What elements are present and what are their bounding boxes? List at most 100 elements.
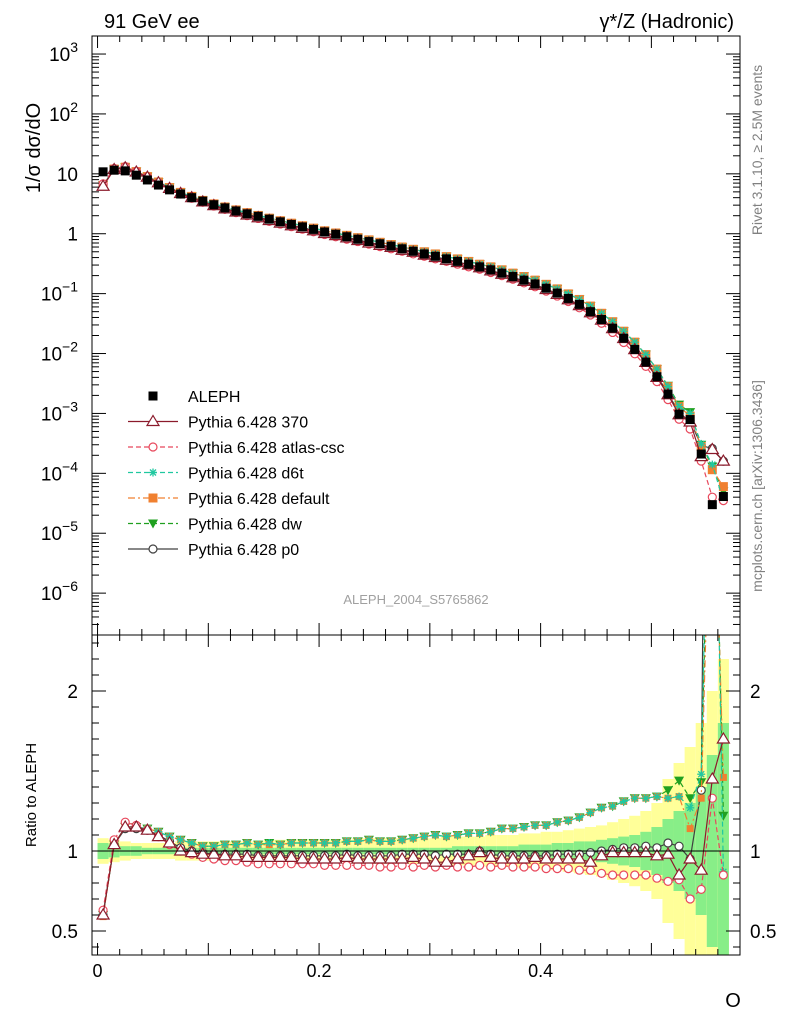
ratio-point-p370 (594, 848, 609, 861)
ratio-point-p370 (129, 819, 144, 832)
ratio-point-d6t (486, 827, 495, 836)
legend-label: ALEPH (188, 389, 240, 406)
ratio-point-p370 (705, 771, 720, 784)
point-ALEPH (142, 175, 152, 185)
point-ALEPH (674, 409, 684, 419)
ratio-point-d6t (575, 813, 584, 822)
point-d6t (708, 460, 717, 469)
ratio-point-atlas (663, 876, 673, 887)
ratio-point-p0 (674, 841, 684, 851)
point-ALEPH (342, 232, 352, 242)
ratio-point-p370 (384, 851, 399, 864)
ratio-point-d6t (364, 835, 373, 844)
legend-entry-default: Pythia 6.428 default (128, 491, 330, 508)
point-ALEPH (663, 389, 673, 399)
ratio-point-p370 (683, 851, 698, 864)
ratio-point-d6t (342, 837, 351, 846)
point-p370 (716, 453, 731, 466)
point-ALEPH (109, 165, 119, 175)
point-ALEPH (641, 357, 651, 367)
ratio-point-p370 (649, 848, 664, 861)
header-right-suffix: (Hadronic) (635, 11, 734, 33)
point-ALEPH (275, 217, 285, 227)
ratio-point-p370 (627, 845, 642, 858)
ratio-point-dw (707, 319, 717, 328)
ratio-point-p370 (295, 851, 310, 864)
point-ALEPH (574, 299, 584, 309)
ratio-point-atlas (530, 862, 540, 872)
ratio-point-d6t (353, 837, 362, 846)
ratio-point-d6t (619, 797, 628, 806)
point-ALEPH (685, 415, 695, 425)
ratio-point-dw (674, 776, 685, 786)
ratio-point-p370 (406, 850, 421, 863)
ratio-point-p370 (162, 835, 177, 848)
ratio-point-d6t (708, 255, 716, 263)
ratio-frame (91, 634, 741, 956)
y-tick-label: 10−3 (41, 398, 78, 425)
ratio-point-dw (685, 794, 696, 804)
analysis-id-label: ALEPH_2004_S5765862 (343, 592, 488, 607)
ratio-point-p370 (694, 863, 709, 875)
ratio-y-tick-label: 1 (67, 842, 78, 863)
point-ALEPH (120, 166, 130, 176)
ratio-line-p0 (102, 635, 704, 916)
ratio-point-p370 (439, 855, 454, 867)
ratio-line-d6t (102, 635, 724, 914)
legend-label: Pythia 6.428 atlas-csc (188, 440, 345, 457)
series-ALEPH (98, 165, 728, 510)
y-tick-label: 10 (57, 165, 78, 186)
ratio-series-d6t (99, 255, 728, 918)
ratio-point-p370 (672, 867, 687, 880)
point-ALEPH (309, 224, 319, 234)
legend-entry-dw: Pythia 6.428 dw (128, 517, 302, 534)
x-tick-label: 0.4 (528, 961, 553, 981)
legend-marker (148, 519, 158, 529)
ratio-y-tick-label: 0.5 (52, 922, 78, 943)
point-ALEPH (408, 246, 418, 256)
ratio-point-p370 (428, 855, 443, 867)
y-tick-label: 1 (67, 225, 78, 246)
ratio-point-d6t (243, 839, 252, 847)
ratio-point-atlas (464, 862, 474, 872)
header-right-title: γ*/Z (Hadronic) (600, 11, 734, 33)
ratio-point-d6t (220, 840, 229, 849)
y-tick-label: 10−2 (41, 339, 78, 366)
ratio-point-p370 (184, 845, 199, 858)
legend-label: Pythia 6.428 370 (188, 415, 308, 432)
ratio-point-d6t (464, 829, 473, 838)
ratio-point-p370 (361, 851, 376, 864)
point-d6t (697, 439, 706, 448)
ratio-point-default (709, 400, 716, 407)
ratio-point-d6t (276, 840, 285, 849)
ratio-point-p370 (539, 851, 554, 864)
ratio-point-atlas (574, 865, 584, 875)
point-ALEPH (364, 237, 374, 247)
ratio-point-atlas (585, 865, 596, 875)
point-ALEPH (630, 344, 640, 354)
ratio-point-atlas (475, 860, 485, 871)
point-ALEPH (98, 167, 108, 177)
y-tick-label: 10−6 (41, 578, 78, 605)
point-default (707, 465, 717, 475)
ratio-point-p370 (151, 829, 166, 842)
ratio-point-p370 (528, 850, 543, 863)
legend-marker (148, 391, 158, 401)
rivet-side-label: Rivet 3.1.10, ≥ 2.5M events (749, 65, 765, 235)
ratio-point-d6t (675, 792, 684, 801)
ratio-point-d6t (564, 816, 573, 825)
axes: 0 0.2 0.410310210110−110−210−310−410−510−6… (41, 35, 776, 981)
point-ALEPH (597, 314, 607, 324)
point-ALEPH (497, 268, 507, 278)
point-d6t (664, 382, 672, 391)
ratio-point-p370 (516, 851, 532, 864)
point-ALEPH (552, 288, 562, 298)
ratio-point-atlas (386, 862, 396, 872)
point-ALEPH (331, 229, 341, 239)
ratio-point-p370 (284, 850, 299, 863)
point-ALEPH (264, 214, 274, 224)
ratio-point-d6t (664, 794, 672, 803)
ratio-point-p370 (273, 850, 288, 863)
ratio-point-d6t (475, 829, 484, 838)
